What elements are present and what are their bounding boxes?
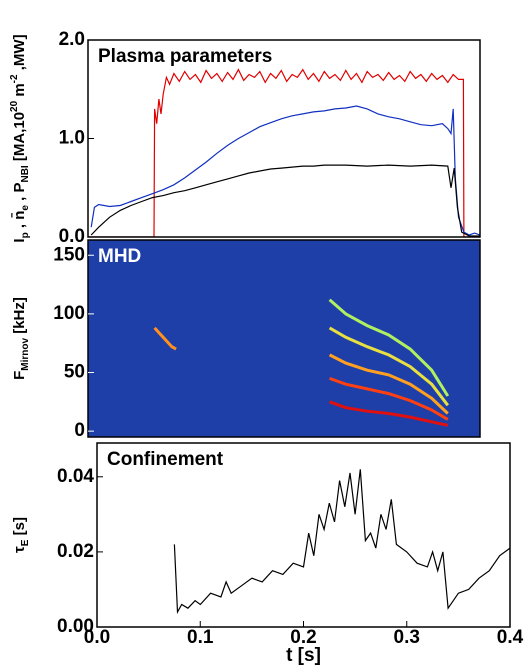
label-part: F <box>11 371 28 380</box>
y-axis-label: Ip , n̄e , PNBI [MA,1020 m-2 ,MW] <box>9 34 31 242</box>
label-part: [s] <box>11 517 28 540</box>
x-tick-label: 0.0 <box>84 627 110 648</box>
plot-area <box>173 469 510 615</box>
label-part: ,MW] <box>11 34 28 74</box>
x-tick-label: 0.2 <box>290 627 316 648</box>
spectrogram-background <box>88 240 480 437</box>
y-tick-label: 50 <box>64 362 85 383</box>
x-tick-label: 0.1 <box>187 627 214 648</box>
label-part: [MA,10 <box>11 112 28 165</box>
y-tick-label: 100 <box>53 303 85 324</box>
y-tick-label: 0 <box>74 420 85 441</box>
mode-trace <box>328 353 449 415</box>
mode-trace <box>328 298 450 397</box>
label-part: [kHz] <box>11 297 28 338</box>
x-tick-label: 0.4 <box>497 627 524 648</box>
label-subscript: e <box>20 205 31 211</box>
y-tick-label: 0.00 <box>57 616 94 637</box>
label-superscript: 20 <box>9 100 20 112</box>
series-line <box>90 105 480 236</box>
mode-trace <box>329 376 449 421</box>
label-subscript: E <box>20 539 31 546</box>
mode-trace <box>153 326 177 351</box>
series-line <box>88 68 480 237</box>
axes-frame <box>87 39 481 238</box>
mode-trace <box>329 400 449 427</box>
x-tick-label: 0.3 <box>394 627 420 648</box>
axes-frame <box>96 442 511 628</box>
y-tick-label: 2.0 <box>59 29 85 50</box>
y-tick-label: 1.0 <box>59 128 85 149</box>
panel-title: Confinement <box>107 449 224 470</box>
mode-trace <box>328 326 449 407</box>
y-axis-label: FMirnov [kHz] <box>11 297 31 380</box>
label-subscript: NBI <box>20 165 31 182</box>
y-tick-label: 0.04 <box>57 466 94 487</box>
label-part: I <box>11 238 28 242</box>
panel-title: Plasma parameters <box>98 46 272 67</box>
axes-frame <box>87 239 481 438</box>
y-tick-label: 0.02 <box>57 541 94 562</box>
label-part: τ <box>11 546 28 553</box>
panel-title: MHD <box>98 246 141 267</box>
label-part: , P <box>11 183 28 206</box>
plot-area <box>153 298 450 427</box>
label-part: , n̄ <box>10 211 28 233</box>
y-axis-label: τE [s] <box>11 517 31 553</box>
series-line <box>90 164 480 237</box>
plot-area <box>88 68 480 237</box>
label-part: m <box>11 83 28 101</box>
y-tick-label: 0.0 <box>59 226 85 247</box>
x-axis-label: t [s] <box>286 645 321 666</box>
label-subscript: Mirnov <box>20 338 31 371</box>
label-superscript: -2 <box>9 74 20 83</box>
label-subscript: p <box>20 232 31 238</box>
series-line <box>173 469 510 615</box>
y-tick-label: 150 <box>53 244 85 265</box>
